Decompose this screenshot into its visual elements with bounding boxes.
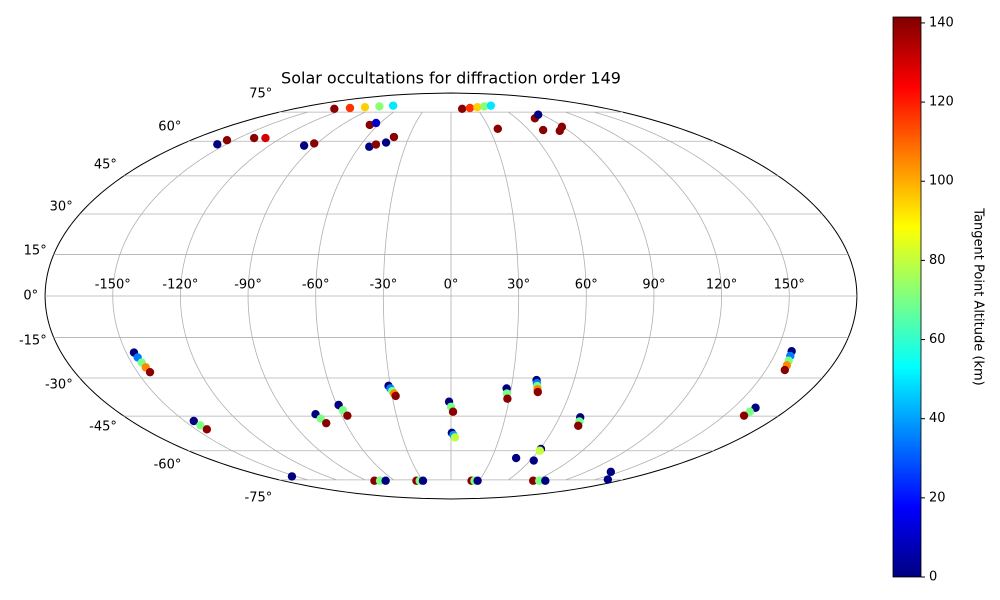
data-point <box>511 453 521 463</box>
data-point <box>473 476 482 485</box>
data-point <box>388 101 398 110</box>
data-point <box>316 414 325 423</box>
y-tick-label: 75° <box>249 87 272 102</box>
data-point <box>222 136 232 145</box>
x-tick-label: -30° <box>369 278 397 293</box>
data-point <box>343 411 352 420</box>
x-tick-label: 120° <box>706 278 737 293</box>
y-tick-label: 60° <box>158 119 181 134</box>
y-tick-label: 0° <box>23 289 38 304</box>
data-point <box>418 476 428 485</box>
x-tick-label: 0° <box>444 278 459 293</box>
colorbar-tick-label: 40 <box>929 411 946 426</box>
data-point <box>371 140 381 149</box>
data-point <box>574 421 583 430</box>
data-point <box>381 476 390 485</box>
data-point <box>533 110 543 119</box>
data-point <box>287 472 297 481</box>
data-point <box>538 125 548 135</box>
x-tick-label: 150° <box>774 278 805 293</box>
x-tick-label: -60° <box>302 278 330 293</box>
data-point <box>503 394 512 403</box>
data-point <box>213 140 222 149</box>
y-tick-label: 30° <box>50 199 73 214</box>
data-point <box>389 132 399 142</box>
y-tick-label: 15° <box>24 243 47 258</box>
data-point <box>375 102 384 111</box>
data-point <box>535 476 544 485</box>
x-tick-label: -150° <box>95 278 131 293</box>
data-point <box>360 103 370 112</box>
data-point <box>381 138 391 147</box>
y-tick-label: -30° <box>45 378 73 393</box>
x-tick-label: 60° <box>575 278 598 293</box>
y-tick-label: 45° <box>94 158 117 173</box>
y-tick-label: -60° <box>154 458 182 473</box>
colorbar-tick-label: 20 <box>929 490 946 505</box>
x-tick-label: -90° <box>234 278 262 293</box>
y-tick-label: -45° <box>89 419 117 434</box>
data-point <box>533 387 543 397</box>
data-point <box>535 446 545 455</box>
data-point <box>309 139 319 148</box>
data-point <box>493 124 502 134</box>
x-tick-label: 90° <box>642 278 665 293</box>
colorbar-tick-label: 60 <box>929 332 946 347</box>
data-point <box>202 425 212 434</box>
data-point <box>249 133 259 143</box>
data-point <box>739 411 749 420</box>
colorbar-tick-label: 80 <box>929 253 946 268</box>
colorbar <box>892 16 922 578</box>
data-point <box>145 367 155 377</box>
colorbar-tick-label: 140 <box>929 15 954 30</box>
colorbar-tick-label: 0 <box>929 570 937 585</box>
chart-title: Solar occultations for diffraction order… <box>281 69 621 88</box>
data-point <box>448 407 458 416</box>
data-point <box>450 433 460 442</box>
data-point <box>603 475 613 484</box>
colorbar-tick-label: 120 <box>929 95 954 110</box>
data-point <box>261 133 270 143</box>
y-tick-label: -75° <box>245 490 273 505</box>
colorbar-label: Tangent Point Altitude (km) <box>971 207 986 385</box>
data-point <box>322 418 331 428</box>
data-point <box>299 141 309 150</box>
data-point <box>365 142 374 151</box>
colorbar-tick-label: 100 <box>929 174 954 189</box>
x-tick-label: -120° <box>162 278 198 293</box>
data-point <box>528 476 538 485</box>
data-point <box>391 391 400 401</box>
data-point <box>529 456 538 465</box>
data-point <box>555 126 564 136</box>
data-point <box>606 467 616 477</box>
data-point <box>541 476 550 485</box>
data-point <box>371 118 381 128</box>
x-tick-label: 30° <box>507 278 530 293</box>
data-point <box>189 416 198 426</box>
data-point <box>196 421 205 430</box>
data-point <box>330 104 339 114</box>
data-point <box>473 103 482 112</box>
data-point <box>345 103 355 113</box>
data-point <box>457 104 467 114</box>
y-tick-label: -15° <box>19 334 47 349</box>
data-point <box>465 103 475 113</box>
data-point <box>480 102 489 111</box>
data-point <box>780 365 790 375</box>
data-point <box>486 101 496 110</box>
